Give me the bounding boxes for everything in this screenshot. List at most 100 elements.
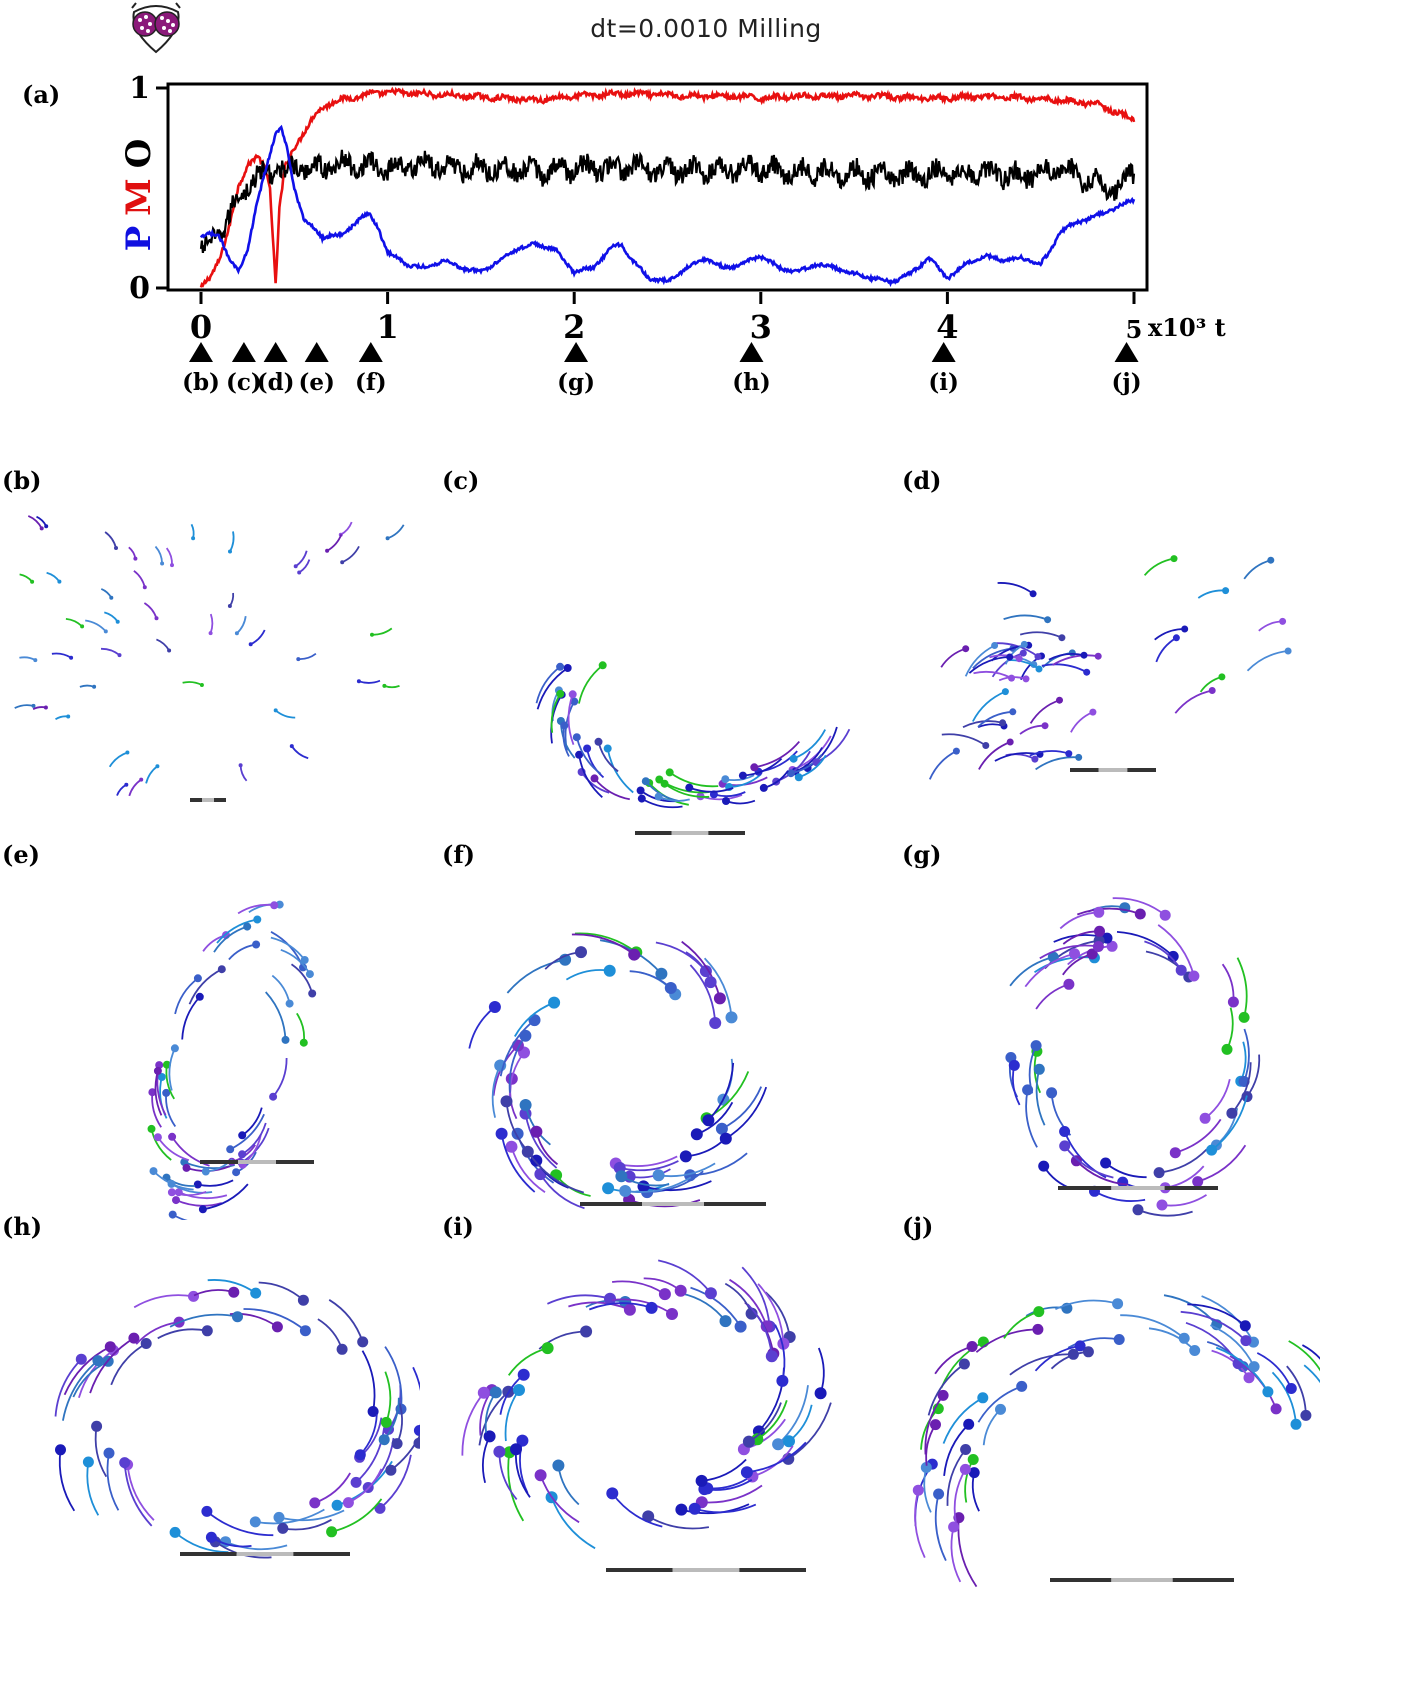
fish-trail [14,704,34,709]
fish-agent [556,662,565,671]
fish-agent [162,1088,171,1097]
fish-agent [690,1128,703,1141]
fish-agent [1172,634,1180,642]
fish-agent [336,1343,348,1355]
fish-trail [229,531,235,552]
fish-trail [746,1441,807,1474]
fish-agent [552,1459,565,1472]
fish-trail [178,1191,228,1200]
fish-agent [695,1474,708,1487]
fish-agent [1065,750,1073,758]
fish-agent [1069,948,1080,960]
fish-trail [1029,750,1070,757]
fish-agent [1248,1361,1260,1373]
fish-agent [1267,556,1275,564]
fish-trail [296,1012,305,1043]
fish-agent [69,655,74,660]
fish-trail [647,1515,710,1530]
fish-agent [227,604,232,608]
snapshot-marker [1114,342,1139,362]
fish-trail [681,1292,727,1322]
fish-agent [1240,1335,1252,1347]
fish-agent [168,1210,177,1219]
fish-agent [738,771,747,780]
fish-trail [328,1299,364,1343]
fish-trail [1201,1295,1255,1343]
fish-trail [689,964,717,1024]
fish-agent [713,992,726,1005]
fish-agent [299,963,307,972]
fish-snapshot-panel [1005,897,1261,1217]
fish-trail [104,531,117,549]
snapshot-marker [564,342,589,362]
fish-agent [208,631,213,636]
fish-trail [225,1540,288,1551]
fish-agent [1134,908,1146,920]
fish-agent [1044,616,1052,624]
fish-trail [123,1462,153,1527]
fish-agent [958,1358,970,1370]
fish-agent [270,901,279,910]
fish-snapshot-panel [461,1259,832,1572]
fish-trail [625,1176,692,1193]
fish-agent [709,1017,722,1029]
fish-trail [1157,924,1195,977]
fish-trail [54,1358,82,1417]
fish-agent [1008,674,1015,682]
fish-trail [291,745,309,760]
fish-agent [114,546,118,550]
fish-agent [1153,1167,1165,1179]
fish-agent [350,1476,362,1488]
fish-agent [814,1387,827,1400]
scale-bar-segment [180,1552,237,1556]
fish-trail [1143,557,1175,576]
fish-trail [669,771,719,788]
fish-agent [117,653,122,658]
fish-trail [255,1508,325,1525]
x-tick-label: 1 [376,308,398,346]
fish-trail [317,1318,343,1350]
fish-agent [477,1386,490,1399]
scale-bar-segment [190,798,202,802]
fish-agent [66,714,71,719]
fish-trail [658,1259,712,1294]
fish-agent [1243,1372,1255,1384]
fish-agent [374,1502,386,1514]
fish-agent [1033,1306,1045,1318]
fish-trail [499,1019,536,1077]
page-title: dt=0.0010 Milling [590,14,822,43]
fish-trail [1197,589,1226,599]
fish-trail [500,1133,536,1193]
fish-agent [193,1180,202,1189]
fish-trail [295,550,308,567]
fish-trail [272,1057,288,1098]
y-tick-label: 1 [129,71,150,106]
scale-bar-segment [739,1568,806,1572]
fish-agent [1056,696,1063,704]
fish-agent [1238,1011,1250,1023]
fish-trail [567,694,575,746]
fish-trail [62,1359,99,1421]
fish-trail [340,521,353,536]
fish-agent [160,561,165,566]
fish-trail [754,741,800,769]
fish-agent [1208,687,1216,694]
fish-trail [664,782,710,798]
fish-trail [817,1347,825,1394]
fish-agent [331,1499,343,1511]
fish-trail [1155,637,1177,663]
fish-agent [685,783,694,792]
fish-agent [103,629,108,634]
fish-trail [461,1392,485,1456]
fish-trail [1035,1069,1046,1126]
fish-agent [154,616,159,621]
fish-trail [942,1397,984,1444]
fish-agent [742,1435,755,1448]
fish-trail [514,1449,531,1498]
fish-trail [182,681,203,686]
fish-agent [1270,1403,1282,1415]
x-tick-label: 2 [563,308,585,346]
snapshot-marker [189,342,213,362]
fish-agent [995,1403,1006,1415]
fish-agent [1159,909,1171,921]
